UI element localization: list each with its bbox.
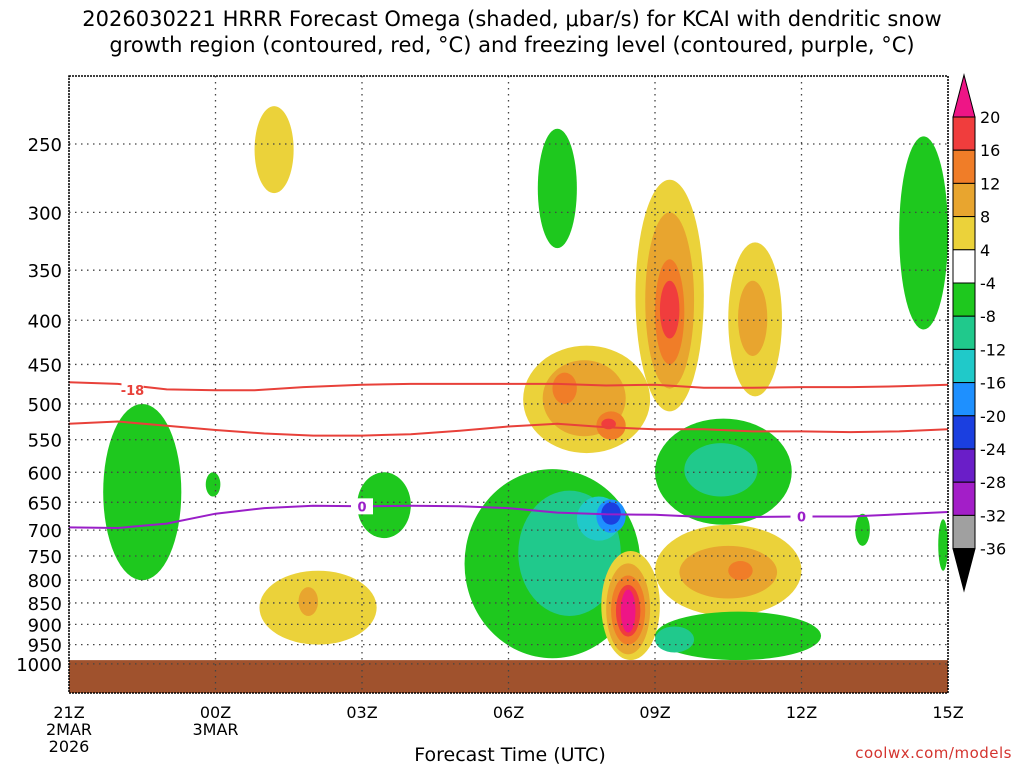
- y-tick-label: 900: [28, 615, 62, 636]
- omega-shade-9: [552, 372, 577, 404]
- x-tick-label: 2MAR: [46, 720, 92, 739]
- contour-label-2-1: 0: [797, 510, 806, 525]
- chart-title-line2: growth region (contoured, red, °C) and f…: [109, 33, 915, 57]
- cbar-label: -20: [980, 407, 1006, 426]
- y-tick-label: 750: [28, 547, 62, 568]
- y-tick-label: 550: [28, 431, 62, 452]
- y-tick-label: 400: [28, 311, 62, 332]
- y-tick-label: 600: [28, 463, 62, 484]
- contour-label-bg-0-0: [121, 382, 144, 399]
- omega-shade-34: [655, 611, 822, 661]
- omega-shade-33: [728, 560, 753, 581]
- cbar-label: 16: [980, 141, 1000, 160]
- cbar-bin-4: [952, 216, 976, 251]
- cbar-bin-5: [952, 249, 976, 284]
- cbar-label: -28: [980, 473, 1006, 492]
- omega-shade-36: [855, 513, 870, 546]
- cbar-label: -4: [980, 274, 996, 293]
- chart-title-line1: 2026030221 HRRR Forecast Omega (shaded, …: [82, 7, 942, 31]
- contour-line-0: [68, 381, 949, 392]
- y-tick-label: 250: [28, 135, 62, 156]
- cbar-bin-6: [952, 282, 976, 317]
- omega-shade-15: [659, 280, 680, 339]
- cbar-bottom-arrow: [952, 548, 976, 593]
- x-axis-title: Forecast Time (UTC): [414, 744, 606, 766]
- y-tick-label: 450: [28, 355, 62, 376]
- y-tick-label: 850: [28, 594, 62, 615]
- omega-shade-35: [655, 626, 695, 653]
- y-tick-label: 650: [28, 493, 62, 514]
- cbar-bin-13: [952, 514, 976, 550]
- x-tick-label: 21Z: [53, 703, 84, 722]
- omega-shade-1: [259, 570, 377, 645]
- y-tick-label: 300: [28, 203, 62, 224]
- cbar-label: -12: [980, 340, 1006, 359]
- omega-shade-18: [899, 136, 948, 330]
- x-tick-label: 09Z: [639, 703, 670, 722]
- cbar-bin-12: [952, 481, 976, 516]
- omega-shade-2: [298, 587, 319, 616]
- cbar-label: -8: [980, 307, 996, 326]
- omega-shade-32: [679, 545, 778, 599]
- contour-label-bg-2-0: [351, 498, 373, 515]
- omega-shade-0: [254, 106, 294, 194]
- y-tick-label: 800: [28, 571, 62, 592]
- omega-shade-6: [537, 128, 577, 249]
- cbar-bin-8: [952, 348, 976, 384]
- cbar-bin-2: [952, 149, 976, 184]
- y-tick-label: 350: [28, 261, 62, 282]
- omega-shade-37: [938, 519, 948, 571]
- x-tick-label: 00Z: [200, 703, 231, 722]
- cbar-top-arrow: [952, 73, 976, 118]
- x-tick-label: 15Z: [932, 703, 963, 722]
- cbar-bin-1: [952, 116, 976, 151]
- axes-layer: 2503003504004505005506006507007508008509…: [16, 75, 964, 756]
- cbar-label: -16: [980, 374, 1006, 393]
- omega-shade-3: [103, 403, 182, 581]
- omega-shade-4: [205, 472, 221, 497]
- plot-frame: [68, 75, 949, 694]
- cbar-label: 20: [980, 108, 1000, 127]
- x-tick-label: 03Z: [346, 703, 377, 722]
- y-tick-label: 700: [28, 521, 62, 542]
- cbar-bin-9: [952, 382, 976, 417]
- cbar-label: 8: [980, 208, 990, 227]
- cbar-bin-10: [952, 415, 976, 450]
- contour-label-2-0: 0: [357, 500, 366, 515]
- omega-shade-30: [620, 589, 636, 633]
- cbar-bin-7: [952, 315, 976, 350]
- credit-text: coolwx.com/models: [855, 744, 1012, 762]
- cbar-label: -32: [980, 506, 1006, 525]
- y-tick-label: 500: [28, 395, 62, 416]
- x-tick-label: 06Z: [493, 703, 524, 722]
- cbar-bin-11: [952, 448, 976, 483]
- x-tick-label: 3MAR: [192, 720, 238, 739]
- x-tick-label: 2026: [49, 737, 90, 756]
- y-tick-label: 950: [28, 636, 62, 657]
- y-tick-label: 1000: [16, 655, 62, 676]
- colorbar: 20 16 12 8 4 -4 -8 -12 -16 -20 -24 -28 -32 -36: [952, 73, 1006, 593]
- omega-shade-20: [684, 443, 758, 497]
- cbar-label: -36: [980, 540, 1006, 559]
- cbar-label: 4: [980, 241, 990, 260]
- contour-layer: -18 0 0: [68, 381, 949, 530]
- cbar-bin-3: [952, 182, 976, 218]
- contour-label-0-0: -18: [121, 384, 145, 399]
- contour-line-1: [68, 420, 949, 437]
- cbar-label: 12: [980, 174, 1000, 193]
- contour-label-bg-2-1: [790, 508, 813, 525]
- cbar-label: -24: [980, 440, 1006, 459]
- x-tick-label: 12Z: [786, 703, 817, 722]
- omega-shade-17: [738, 280, 768, 357]
